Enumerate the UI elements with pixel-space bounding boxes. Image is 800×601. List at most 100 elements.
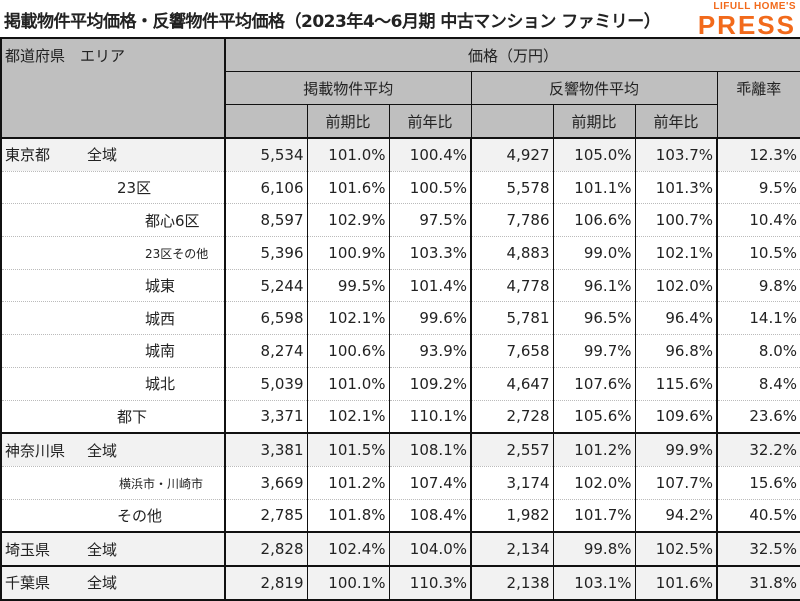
listed-qoq-cell: 100.9% xyxy=(306,236,389,270)
header-price-group: 価格（万円） xyxy=(224,37,800,72)
listed-yoy-cell: 103.3% xyxy=(388,236,471,270)
table-row: 横浜市・川崎市 3,669 101.2% 107.4% 3,174 102.0% 107.7… xyxy=(1,465,800,500)
divergence-rate-cell: 9.8% xyxy=(715,268,800,302)
divergence-rate-cell: 31.8% xyxy=(715,564,800,600)
area-label: その他 xyxy=(117,506,163,525)
listed-price-cell: 6,106 xyxy=(224,170,307,204)
area-label: 城東 xyxy=(145,277,176,296)
divergence-rate-cell: 8.4% xyxy=(715,366,800,400)
inquiry-qoq-cell: 107.6% xyxy=(552,366,635,400)
listed-qoq-cell: 101.8% xyxy=(306,498,389,533)
table-row: 城北 5,039 101.0% 109.2% 4,647 107.6% 115.6% 8.4% xyxy=(1,366,800,400)
header-divergence: 乖離率 xyxy=(716,71,800,139)
table-row: 城東 5,244 99.5% 101.4% 4,778 96.1% 102.0% 9.8% xyxy=(1,268,800,302)
header-listed-blank xyxy=(224,104,308,139)
divergence-rate-cell: 23.6% xyxy=(715,399,800,434)
listed-yoy-cell: 108.1% xyxy=(388,432,471,467)
table-row: 神奈川県 全域 3,381 101.5% 108.1% 2,557 101.2% 99.9% 3… xyxy=(1,432,800,467)
table-row: 都心6区 8,597 102.9% 97.5% 7,786 106.6% 100.7% 10.… xyxy=(1,203,800,237)
inquiry-price-cell: 4,778 xyxy=(470,268,553,302)
logo-line2: PRESS xyxy=(697,10,796,40)
area-label: 横浜市・川崎市 xyxy=(119,476,204,491)
listed-yoy-cell: 107.4% xyxy=(388,465,471,500)
listed-price-cell: 5,244 xyxy=(224,268,307,302)
header-listed-yoy: 前年比 xyxy=(388,104,472,139)
listed-yoy-cell: 99.6% xyxy=(388,301,471,335)
inquiry-qoq-cell: 106.6% xyxy=(552,203,635,237)
table-row: 東京都 全域 5,534 101.0% 100.4% 4,927 105.0% 103.7% 1… xyxy=(1,136,800,172)
inquiry-yoy-cell: 100.7% xyxy=(634,203,717,237)
area-label: 23区 xyxy=(117,179,152,198)
area-label: 全域 xyxy=(87,540,118,559)
area-cell: 都下 xyxy=(1,399,225,434)
inquiry-price-cell: 2,728 xyxy=(470,399,553,434)
inquiry-price-cell: 2,134 xyxy=(470,531,553,566)
inquiry-qoq-cell: 105.6% xyxy=(552,399,635,434)
inquiry-yoy-cell: 94.2% xyxy=(634,498,717,533)
inquiry-qoq-cell: 102.0% xyxy=(552,465,635,500)
listed-yoy-cell: 110.3% xyxy=(388,564,471,600)
inquiry-qoq-cell: 103.1% xyxy=(552,564,635,600)
listed-yoy-cell: 101.4% xyxy=(388,268,471,302)
table-row: 城西 6,598 102.1% 99.6% 5,781 96.5% 96.4% 14.1% xyxy=(1,301,800,335)
inquiry-yoy-cell: 99.9% xyxy=(634,432,717,467)
listed-qoq-cell: 101.0% xyxy=(306,366,389,400)
listed-price-cell: 8,597 xyxy=(224,203,307,237)
inquiry-yoy-cell: 102.5% xyxy=(634,531,717,566)
prefecture-label: 神奈川県 xyxy=(5,441,66,460)
listed-qoq-cell: 102.1% xyxy=(306,301,389,335)
listed-yoy-cell: 100.5% xyxy=(388,170,471,204)
header-inquiry-yoy: 前年比 xyxy=(634,104,718,139)
inquiry-qoq-cell: 99.0% xyxy=(552,236,635,270)
inquiry-qoq-cell: 101.7% xyxy=(552,498,635,533)
divergence-rate-cell: 32.5% xyxy=(715,531,800,566)
area-label: 全域 xyxy=(87,146,118,165)
header-listed-avg: 掲載物件平均 xyxy=(224,71,472,105)
area-label: 都下 xyxy=(117,407,148,426)
inquiry-qoq-cell: 105.0% xyxy=(552,136,635,172)
listed-price-cell: 2,819 xyxy=(224,564,307,600)
listed-yoy-cell: 97.5% xyxy=(388,203,471,237)
listed-price-cell: 5,396 xyxy=(224,236,307,270)
table-row: 都下 3,371 102.1% 110.1% 2,728 105.6% 109.6% 23.6… xyxy=(1,399,800,434)
area-cell: 東京都 全域 xyxy=(1,136,225,172)
divergence-rate-cell: 10.5% xyxy=(715,236,800,270)
inquiry-price-cell: 5,578 xyxy=(470,170,553,204)
inquiry-price-cell: 4,647 xyxy=(470,366,553,400)
area-label: 全域 xyxy=(87,574,118,593)
area-cell: 城南 xyxy=(1,334,225,368)
inquiry-yoy-cell: 109.6% xyxy=(634,399,717,434)
listed-qoq-cell: 100.6% xyxy=(306,334,389,368)
divergence-rate-cell: 9.5% xyxy=(715,170,800,204)
inquiry-qoq-cell: 96.5% xyxy=(552,301,635,335)
listed-qoq-cell: 101.5% xyxy=(306,432,389,467)
listed-qoq-cell: 101.6% xyxy=(306,170,389,204)
listed-price-cell: 5,039 xyxy=(224,366,307,400)
listed-yoy-cell: 109.2% xyxy=(388,366,471,400)
area-label: 城南 xyxy=(145,342,176,361)
table-row: 城南 8,274 100.6% 93.9% 7,658 99.7% 96.8% 8.0% xyxy=(1,334,800,368)
logo-line1: LIFULL HOME'S xyxy=(713,1,796,12)
table-row: 23区その他 5,396 100.9% 103.3% 4,883 99.0% 102.1% 1… xyxy=(1,236,800,270)
inquiry-price-cell: 7,658 xyxy=(470,334,553,368)
listed-price-cell: 3,669 xyxy=(224,465,307,500)
price-table: 都道府県 エリア 価格（万円） 掲載物件平均 反響物件平均 乖離率 前期比 前年… xyxy=(0,37,800,601)
page-title: 掲載物件平均価格・反響物件平均価格（2023年4〜6月期 中古マンション ファミ… xyxy=(4,12,661,32)
divergence-rate-cell: 15.6% xyxy=(715,465,800,500)
inquiry-price-cell: 2,138 xyxy=(470,564,553,600)
area-cell: 埼玉県 全域 xyxy=(1,531,225,566)
listed-price-cell: 2,785 xyxy=(224,498,307,533)
listed-qoq-cell: 101.0% xyxy=(306,136,389,172)
header-inquiry-blank xyxy=(470,104,554,139)
listed-qoq-cell: 102.1% xyxy=(306,399,389,434)
inquiry-yoy-cell: 96.4% xyxy=(634,301,717,335)
listed-qoq-cell: 102.4% xyxy=(306,531,389,566)
divergence-rate-cell: 12.3% xyxy=(715,136,800,172)
divergence-rate-cell: 32.2% xyxy=(715,432,800,467)
table-row: その他 2,785 101.8% 108.4% 1,982 101.7% 94.2% 40.5… xyxy=(1,498,800,533)
inquiry-yoy-cell: 101.6% xyxy=(634,564,717,600)
listed-yoy-cell: 100.4% xyxy=(388,136,471,172)
listed-qoq-cell: 100.1% xyxy=(306,564,389,600)
listed-price-cell: 3,371 xyxy=(224,399,307,434)
listed-yoy-cell: 104.0% xyxy=(388,531,471,566)
